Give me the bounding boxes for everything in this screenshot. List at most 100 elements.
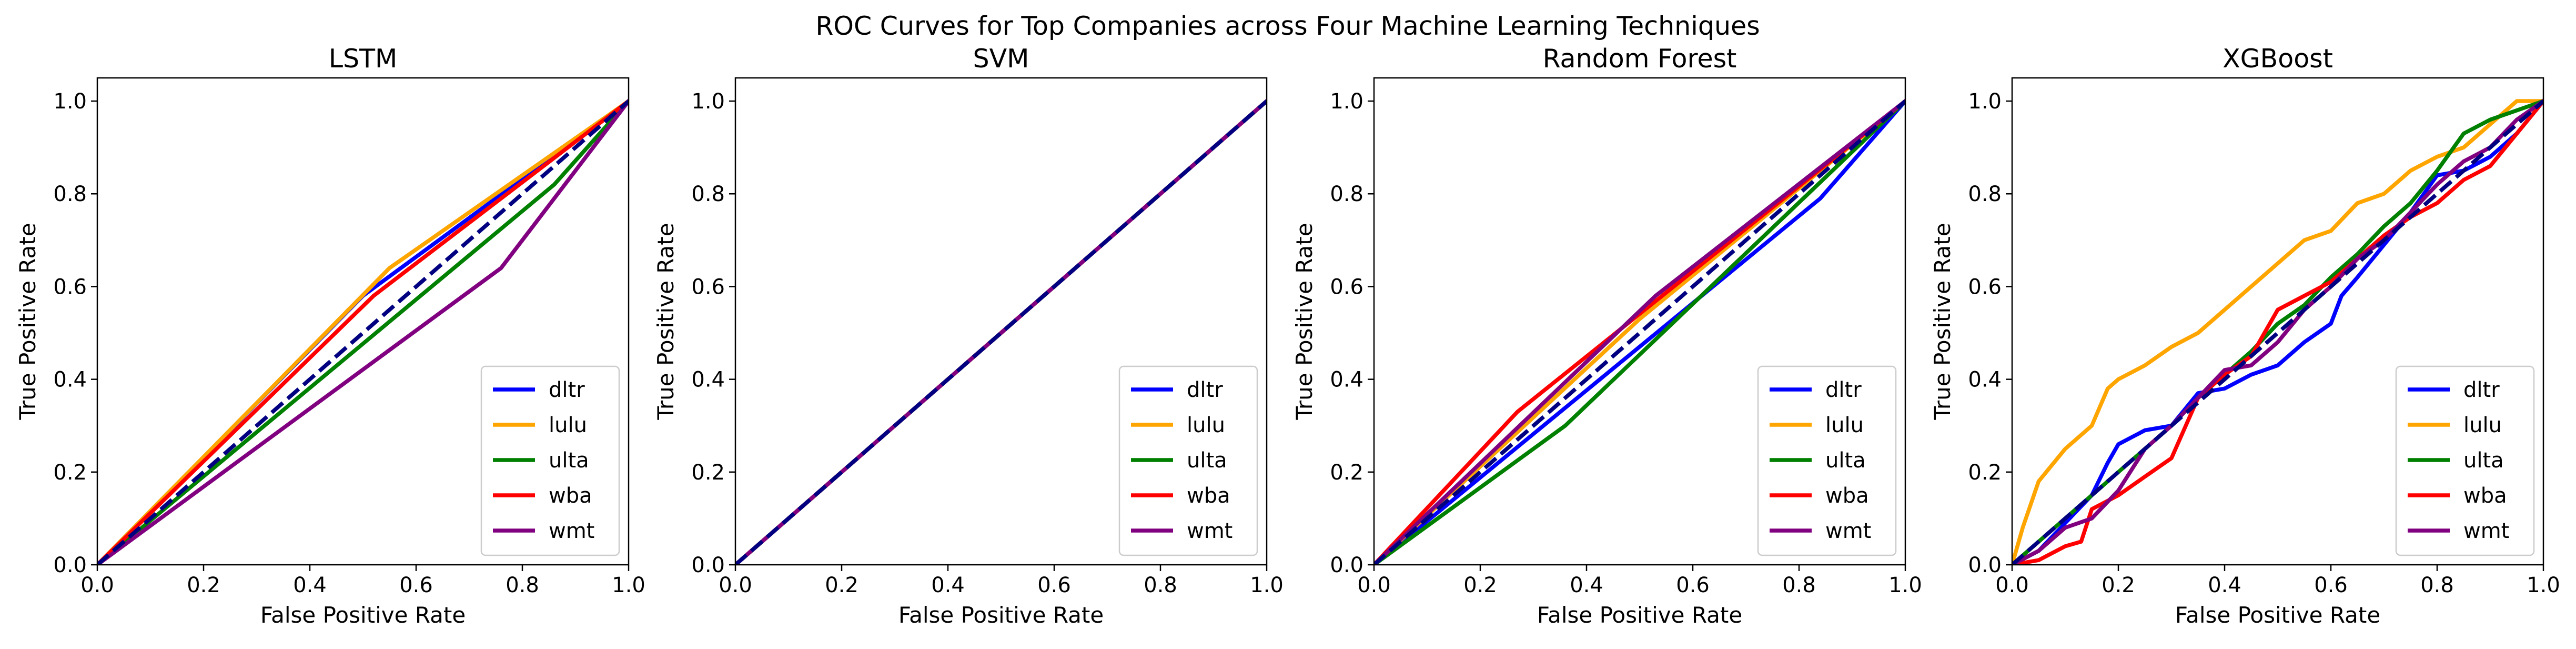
x-axis-label: False Positive Rate <box>2175 602 2380 628</box>
y-tick-label: 0.6 <box>1330 275 1363 299</box>
x-tick-label: 1.0 <box>1888 573 1922 597</box>
x-tick-label: 1.0 <box>1250 573 1284 597</box>
x-tick-label: 0.2 <box>2102 573 2135 597</box>
x-tick-label: 0.8 <box>506 573 539 597</box>
panel-title: LSTM <box>329 44 398 74</box>
panel-title: SVM <box>973 44 1029 74</box>
y-tick-label: 0.2 <box>1330 461 1363 485</box>
legend: dltr lulu ulta wba wmt <box>1118 365 1258 556</box>
y-tick-label: 0.0 <box>53 553 87 577</box>
y-tick-label: 0.2 <box>691 461 725 485</box>
x-tick-label: 0.2 <box>825 573 858 597</box>
y-tick-label: 0.6 <box>691 275 725 299</box>
legend-label-wmt: wmt <box>549 519 594 543</box>
x-tick-label: 0.4 <box>293 573 327 597</box>
legend: dltr lulu ulta wba wmt <box>480 365 620 556</box>
y-tick-label: 1.0 <box>53 89 87 114</box>
x-tick-label: 0.0 <box>80 573 114 597</box>
x-tick-label: 0.6 <box>399 573 433 597</box>
roc-line-wmt <box>1374 98 1905 565</box>
legend-label-ulta: ulta <box>2463 448 2504 473</box>
roc-line-lulu <box>97 98 629 565</box>
chart-panels: 0.0 0.2 0.4 0.6 0.8 1.0 0.0 0.2 0.4 0.6 0.8 1.0 Fals… <box>15 44 2560 628</box>
x-tick-label: 0.6 <box>2314 573 2348 597</box>
y-axis-label: True Positive Rate <box>653 223 679 420</box>
reference-diagonal <box>1374 99 1905 565</box>
roc-line-wba <box>97 98 629 565</box>
y-axis-label: True Positive Rate <box>1291 223 1317 420</box>
x-axis-label: False Positive Rate <box>1537 602 1742 628</box>
roc-line-wba <box>1374 98 1905 565</box>
legend-label-ulta: ulta <box>1825 448 1866 473</box>
y-tick-label: 0.4 <box>53 368 87 392</box>
reference-diagonal <box>735 99 1267 565</box>
legend-label-dltr: dltr <box>1187 378 1223 402</box>
x-tick-label: 0.0 <box>719 573 752 597</box>
legend-label-ulta: ulta <box>549 448 589 473</box>
legend: dltr lulu ulta wba wmt <box>1757 365 1897 556</box>
y-tick-label: 0.8 <box>1330 182 1363 206</box>
y-axis-label: True Positive Rate <box>1930 223 1955 420</box>
roc-line-wba <box>2012 98 2543 565</box>
x-tick-label: 0.6 <box>1037 573 1071 597</box>
y-tick-label: 0.6 <box>1968 275 2002 299</box>
panel-xgboost: 0.0 0.2 0.4 0.6 0.8 1.0 0.0 0.2 0.4 0.6 0.8 1.0 Fals… <box>1930 44 2560 628</box>
x-tick-label: 0.4 <box>1570 573 1603 597</box>
y-tick-label: 0.0 <box>1968 553 2002 577</box>
y-tick-label: 0.4 <box>691 368 725 392</box>
legend-label-lulu: lulu <box>1187 413 1225 437</box>
legend-box <box>480 365 620 556</box>
roc-line-lulu <box>2012 99 2543 565</box>
plot-area <box>1374 98 1905 565</box>
y-tick-label: 0.8 <box>691 182 725 206</box>
y-tick-label: 0.0 <box>1330 553 1363 577</box>
x-tick-label: 0.8 <box>1144 573 1177 597</box>
legend-label-dltr: dltr <box>2463 378 2500 402</box>
axes-frame <box>2011 77 2544 566</box>
figure-title: ROC Curves for Top Companies across Four… <box>815 11 1760 41</box>
legend-label-dltr: dltr <box>1825 378 1862 402</box>
x-tick-label: 0.2 <box>1463 573 1497 597</box>
legend-label-ulta: ulta <box>1187 448 1227 473</box>
panel-title: XGBoost <box>2223 44 2333 74</box>
panel-svm: 0.0 0.2 0.4 0.6 0.8 1.0 0.0 0.2 0.4 0.6 0.8 1.0 Fals… <box>653 44 1284 628</box>
legend-box <box>1118 365 1258 556</box>
y-tick-label: 1.0 <box>1968 89 2002 114</box>
y-tick-label: 0.6 <box>53 275 87 299</box>
x-tick-label: 1.0 <box>2527 573 2560 597</box>
y-tick-label: 0.2 <box>1968 461 2002 485</box>
y-axis-label: True Positive Rate <box>15 223 41 420</box>
plot-area <box>735 98 1267 565</box>
legend-label-wba: wba <box>549 484 592 508</box>
roc-line-ulta <box>1374 98 1905 565</box>
x-tick-label: 0.6 <box>1676 573 1710 597</box>
y-tick-label: 0.0 <box>691 553 725 577</box>
y-tick-label: 0.4 <box>1330 368 1363 392</box>
x-tick-label: 0.0 <box>1995 573 2029 597</box>
x-tick-label: 1.0 <box>612 573 645 597</box>
roc-line-wmt <box>2012 98 2543 565</box>
legend-label-wmt: wmt <box>1187 519 1233 543</box>
legend-label-lulu: lulu <box>1825 413 1864 437</box>
legend-label-dltr: dltr <box>549 378 585 402</box>
legend-label-lulu: lulu <box>549 413 587 437</box>
roc-line-dltr <box>1374 98 1905 565</box>
roc-line-wmt <box>97 98 629 565</box>
y-tick-label: 0.4 <box>1968 368 2002 392</box>
roc-line-dltr <box>2012 98 2543 565</box>
plot-area <box>2012 98 2543 565</box>
x-tick-label: 0.8 <box>2420 573 2454 597</box>
y-tick-label: 0.8 <box>1968 182 2002 206</box>
panel-title: Random Forest <box>1543 44 1737 74</box>
legend-label-wmt: wmt <box>1825 519 1871 543</box>
axes-frame <box>96 77 630 566</box>
panel-random-forest: 0.0 0.2 0.4 0.6 0.8 1.0 0.0 0.2 0.4 0.6 0.8 1.0 Fals… <box>1291 44 1922 628</box>
legend-label-wba: wba <box>1187 484 1230 508</box>
y-tick-label: 0.2 <box>53 461 87 485</box>
legend-label-wba: wba <box>2463 484 2507 508</box>
axes-frame <box>734 77 1268 566</box>
axes-frame <box>1373 77 1906 566</box>
x-tick-label: 0.4 <box>2208 573 2241 597</box>
